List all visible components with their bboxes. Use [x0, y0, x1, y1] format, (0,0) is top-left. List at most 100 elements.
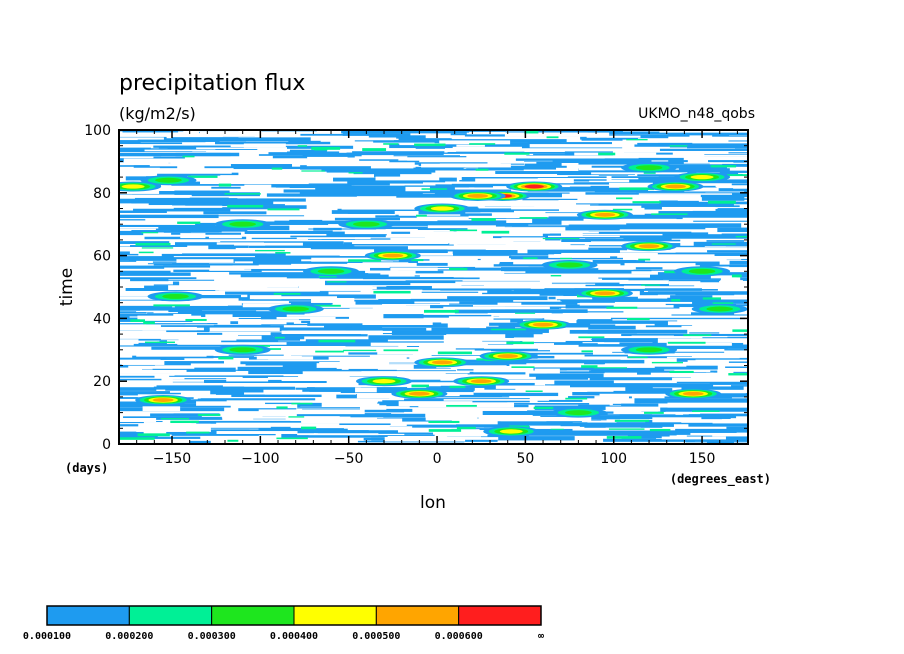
field-gap: [406, 238, 514, 244]
field-streak-level-2: [471, 218, 496, 222]
field-streak: [130, 278, 169, 282]
field-streak-level-2: [428, 420, 460, 424]
field-gap: [509, 200, 548, 206]
field-streak: [164, 360, 225, 364]
field-gap: [534, 205, 642, 209]
field-streak: [585, 238, 672, 241]
field-streak: [569, 329, 637, 334]
field-gap: [262, 158, 342, 163]
field-streak: [360, 226, 455, 228]
field-streak: [146, 322, 186, 325]
colorbar-label: 0.000100: [23, 631, 71, 642]
blob-contour-level-5: [431, 360, 453, 365]
y-tick-label: 60: [93, 249, 111, 265]
field-streak: [453, 253, 555, 256]
blob-contour-level-4: [690, 174, 714, 180]
field-streak-level-2: [185, 318, 207, 321]
field-gap: [466, 271, 526, 273]
field-gap: [397, 437, 499, 440]
field-streak-level-2: [456, 426, 476, 430]
field-streak: [501, 267, 599, 272]
field-streak: [643, 422, 713, 425]
precip-blob: [267, 303, 324, 314]
precip-blob: [550, 407, 607, 418]
field-streak-level-2: [273, 292, 301, 295]
field-gap: [123, 158, 195, 163]
field-streak: [258, 154, 316, 156]
blob-contour-level-3: [688, 268, 716, 274]
field-gap: [119, 367, 142, 371]
field-gap: [613, 305, 674, 308]
field-streak: [270, 336, 305, 340]
field-gap: [128, 359, 236, 362]
field-streak: [689, 332, 720, 334]
field-gap: [290, 419, 393, 422]
field-streak: [337, 208, 418, 211]
field-gap: [623, 285, 645, 289]
blob-contour-level-5: [382, 253, 404, 258]
field-streak: [363, 276, 480, 280]
field-streak: [587, 131, 715, 135]
field-streak: [140, 182, 257, 185]
field-streak: [435, 183, 558, 188]
field-streak: [119, 316, 130, 319]
field-streak: [721, 233, 748, 237]
field-streak: [334, 217, 401, 221]
precip-blob: [356, 376, 413, 387]
field-gap: [263, 389, 303, 393]
field-streak: [240, 361, 340, 365]
field-gap: [281, 330, 383, 334]
colorbar-label: 0.000600: [435, 631, 483, 642]
field-gap: [142, 327, 204, 331]
field-streak: [171, 232, 242, 235]
field-streak-level-2: [476, 358, 495, 361]
field-gap: [467, 227, 566, 231]
field-streak: [119, 210, 167, 213]
field-streak-level-2: [186, 431, 210, 434]
field-streak: [526, 352, 593, 355]
field-gap: [295, 171, 327, 176]
field-gap: [500, 416, 592, 422]
field-streak: [373, 140, 465, 143]
field-streak: [482, 292, 607, 295]
field-gap: [137, 315, 202, 320]
field-streak: [602, 234, 738, 238]
blob-contour-level-6: [524, 184, 544, 189]
colorbar-label: 0.000500: [352, 631, 400, 642]
field-gap: [683, 156, 748, 161]
field-gap: [119, 246, 196, 252]
field-streak-level-2: [301, 426, 317, 430]
field-streak: [693, 220, 748, 222]
field-streak: [252, 260, 348, 265]
field-gap: [290, 423, 340, 428]
field-gap: [119, 137, 164, 140]
field-gap: [221, 278, 320, 281]
field-streak: [148, 201, 274, 206]
field-streak: [628, 277, 663, 281]
field-streak-level-2: [702, 297, 722, 300]
field-gap: [121, 360, 165, 365]
field-gap: [216, 422, 302, 427]
field-streak-level-2: [581, 365, 598, 368]
field-gap: [614, 301, 693, 304]
field-streak: [733, 371, 748, 373]
blob-contour-level-3: [282, 306, 310, 312]
field-streak: [745, 393, 748, 398]
field-gap: [657, 338, 748, 343]
field-gap: [160, 335, 236, 340]
x-tick-label: −150: [153, 451, 191, 467]
x-axis-ticks: −150 −100 −50 0 50 100 150: [136, 130, 738, 467]
field-streak: [368, 135, 426, 139]
blob-contour-level-5: [152, 398, 174, 403]
field-streak: [133, 208, 231, 212]
field-streak: [119, 391, 170, 394]
field-streak: [394, 379, 441, 383]
field-streak-level-2: [712, 302, 734, 304]
field-streak: [353, 192, 423, 196]
field-gap: [287, 346, 322, 352]
precip-blob: [135, 395, 192, 406]
field-streak: [160, 325, 284, 328]
field-gap: [258, 409, 365, 415]
field-gap: [537, 177, 639, 180]
field-gap: [219, 283, 299, 288]
